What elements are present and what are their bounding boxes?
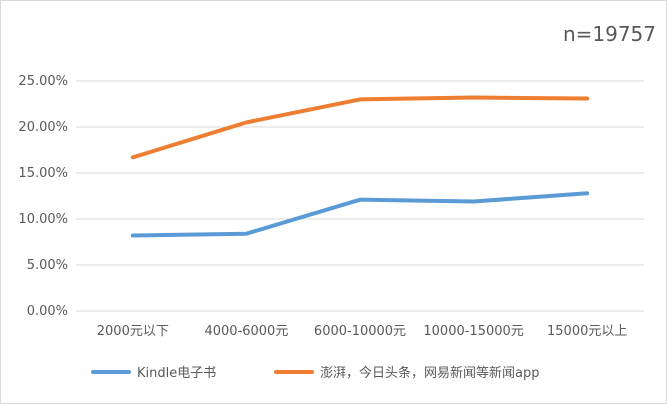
legend: Kindle电子书 澎湃，今日头条，网易新闻等新闻app bbox=[91, 365, 539, 381]
data-point-s1-3 bbox=[473, 97, 475, 99]
data-point-s1-0 bbox=[132, 156, 134, 158]
data-point-s0-2 bbox=[359, 199, 361, 201]
y-axis-tick-labels: 0.00% 5.00% 10.00% 15.00% 20.00% 25.00% bbox=[18, 74, 68, 319]
x-tick-label: 2000元以下 bbox=[97, 324, 169, 339]
x-tick-label: 15000元以上 bbox=[547, 324, 627, 339]
x-tick-label: 10000-15000元 bbox=[423, 324, 523, 339]
sample-size-annotation: n=19757 bbox=[563, 22, 656, 46]
legend-label-0: Kindle电子书 bbox=[137, 366, 216, 381]
series-lines bbox=[130, 95, 590, 238]
data-point-s0-0 bbox=[132, 235, 134, 237]
y-tick-label: 15.00% bbox=[18, 166, 68, 181]
gridlines bbox=[76, 80, 644, 312]
data-point-s1-2 bbox=[359, 98, 361, 100]
y-tick-label: 25.00% bbox=[18, 74, 68, 89]
data-point-s0-1 bbox=[245, 233, 247, 235]
y-tick-label: 5.00% bbox=[27, 258, 68, 273]
legend-label-1: 澎湃，今日头条，网易新闻等新闻app bbox=[320, 365, 539, 381]
x-tick-label: 4000-6000元 bbox=[204, 324, 288, 339]
data-point-s1-4 bbox=[586, 97, 588, 99]
data-point-s0-3 bbox=[473, 201, 475, 203]
data-point-s0-4 bbox=[586, 192, 588, 194]
x-tick-label: 6000-10000元 bbox=[314, 324, 406, 339]
x-axis-tick-labels: 2000元以下 4000-6000元 6000-10000元 10000-15000元… bbox=[97, 324, 628, 339]
y-tick-label: 20.00% bbox=[18, 120, 68, 135]
y-tick-label: 0.00% bbox=[27, 304, 68, 319]
data-point-s1-1 bbox=[245, 121, 247, 123]
y-tick-label: 10.00% bbox=[18, 212, 68, 227]
